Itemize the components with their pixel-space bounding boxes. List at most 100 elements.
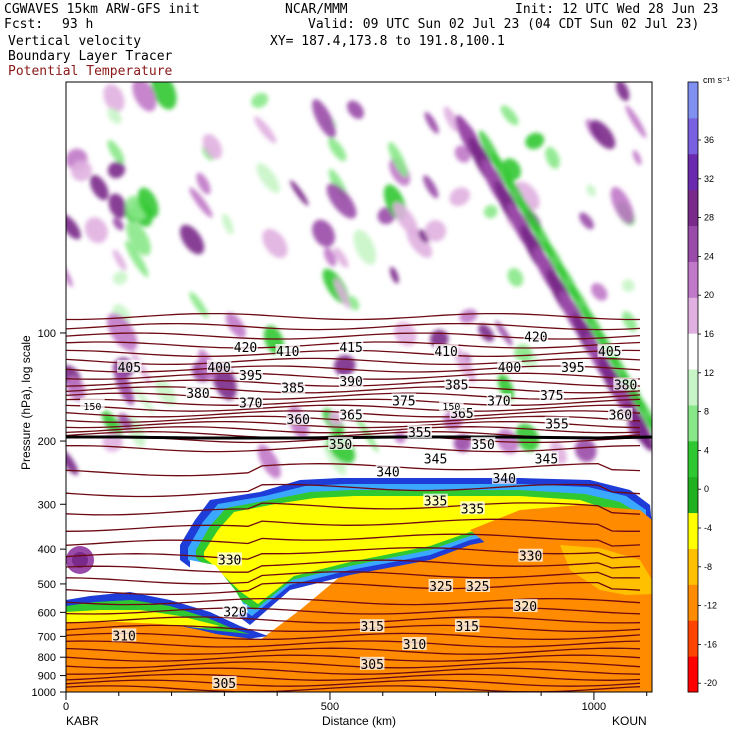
y-tick-label: 200 [38,436,56,448]
velocity-cell [312,219,336,248]
y-axis-label: Pressure (hPa), log scale [19,335,33,470]
isentrope-label-bg [407,425,432,439]
velocity-cell [424,111,439,134]
isentrope-label-bg [608,407,633,421]
isentrope-label-bg [470,436,496,450]
isentrope-label: 345 [535,452,558,467]
header-fcst-label: Fcst: [4,17,44,32]
colorbar-swatch [688,512,698,549]
isentrope-label: 345 [424,452,447,467]
colorbar-swatch [688,117,698,155]
isentrope-label-bg [286,412,311,426]
velocity-cell [124,240,149,278]
isentrope-label-bg [523,329,549,343]
header-fcst-value: 93 h [62,17,94,32]
isentrope [66,365,641,373]
velocity-cell [323,247,337,267]
velocity-cell [589,120,616,150]
field-boundary-layer-tracer: Boundary Layer Tracer [8,49,173,64]
isentrope [66,533,641,547]
isentrope-label-bg [206,359,232,373]
colorbar-swatch [688,656,698,693]
colorbar-swatch [688,333,698,370]
velocity-cell [126,220,151,256]
colorbar-label: 28 [704,213,714,223]
velocity-cell [262,228,288,259]
velocity-cell [625,105,647,138]
isentrope [66,673,641,681]
isentrope-label: 335 [461,502,484,517]
y-tick-label: 400 [38,544,56,556]
y-tick-label: 600 [38,607,56,619]
colorbar-label: 32 [704,174,714,184]
y-tick-label: 500 [38,579,56,591]
velocity-cell [312,99,336,139]
colorbar-swatch [688,189,698,227]
velocity-cell [179,224,205,255]
isentrope-label-bg [513,599,538,613]
isentrope-label-bg [534,451,559,465]
y-tick-label: 700 [38,631,56,643]
isentrope-label-bg [111,628,137,642]
velocity-cell [353,229,377,265]
velocity-cell [334,278,351,309]
isentrope [66,597,641,606]
isentrope [66,607,641,615]
isentrope-label-bg [280,380,306,394]
isentrope [66,483,641,498]
isentrope-label-bg [597,344,623,358]
velocity-cell [545,146,560,169]
isentrope [66,647,641,655]
y-axis: 100 200 300 400 500 600 700 800 900 1000 [32,328,66,699]
colorbar-label: 4 [704,445,709,455]
isentrope [66,616,641,624]
isentrope-label-bg [275,344,300,358]
velocity-cell [289,180,309,206]
velocity-cell [574,438,597,463]
isentrope-label: 310 [403,638,426,653]
field-potential-temperature: Potential Temperature [8,64,173,79]
velocity-cell [101,410,123,438]
velocity-cell [202,134,223,160]
isentrope-label: 380 [614,378,637,393]
isentrope-label-bg [222,604,248,618]
velocity-cell [326,183,357,219]
colorbar-swatch [688,584,698,621]
colorbar-swatch [688,440,698,478]
isentrope-label: 370 [487,394,510,409]
header-model: CGWAVES 15km ARW-GFS init [4,2,200,17]
isentrope-label: 370 [239,396,262,411]
velocity-cell [66,448,79,476]
isentrope [66,667,641,675]
colorbar-unit: cm s⁻¹ [703,75,730,85]
velocity-cell [107,161,126,179]
colorbar-swatch [688,261,698,298]
velocity-cell [137,187,159,219]
velocity-cell [113,366,135,406]
velocity-cell [615,82,630,102]
velocity-cell [257,444,281,479]
isentrope-label-bg [338,339,364,353]
isentrope-label: 360 [287,413,310,428]
velocity-cell [347,295,360,311]
isentrope [66,571,641,585]
x-tick-label: 0 [63,701,69,713]
isentrope [66,679,641,687]
isentrope [66,654,641,662]
isentrope-label-bg [460,501,485,515]
isentrope-label: 325 [429,580,452,595]
isentrope-label-bg [328,436,353,450]
isentrope [66,398,641,406]
isentrope-label-bg [212,676,237,690]
header-org: NCAR/MMM [285,2,348,17]
velocity-cell [478,324,495,342]
colorbar-label: 36 [704,135,714,145]
isentrope-label-bg [539,388,564,402]
isentrope-label-bg [375,464,401,478]
tropopause-line [66,435,652,440]
colorbar-swatch [688,153,698,191]
colorbar-label: -12 [704,601,717,611]
velocity-cell [610,186,634,224]
